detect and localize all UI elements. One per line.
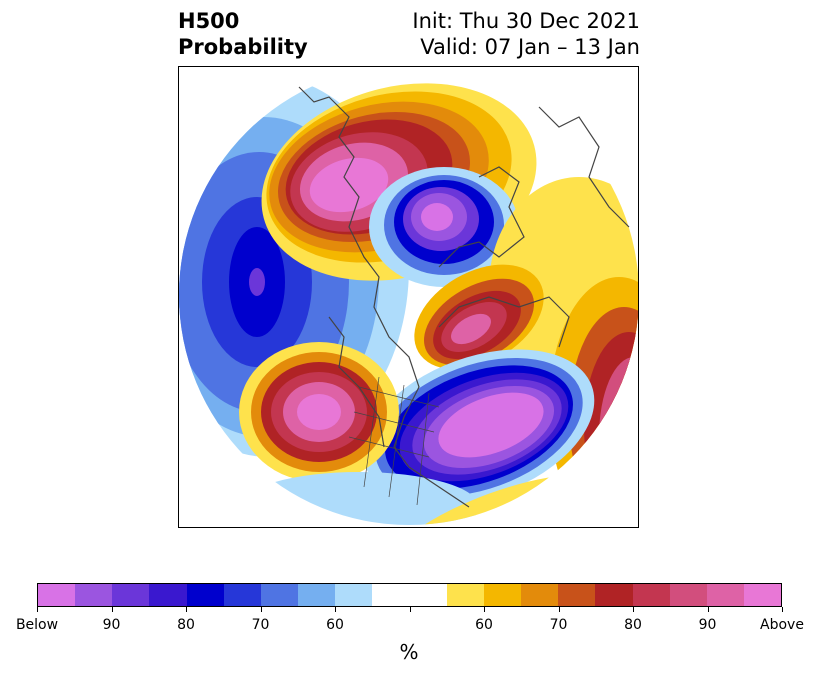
colorbar-segment <box>706 584 744 606</box>
colorbar-tick-label: 90 <box>698 617 717 633</box>
map-dates: Init: Thu 30 Dec 2021 Valid: 07 Jan – 13… <box>412 8 640 60</box>
colorbar-segment <box>595 584 633 606</box>
variable-label: H500 <box>178 9 240 33</box>
colorbar-segment <box>372 584 410 606</box>
colorbar-tick <box>633 607 634 612</box>
colorbar-tick <box>707 607 709 612</box>
init-date: Init: Thu 30 Dec 2021 <box>412 9 640 33</box>
product-label: Probability <box>178 35 308 59</box>
colorbar-segment <box>669 584 707 606</box>
colorbar-segment <box>149 584 187 606</box>
colorbar-units: % <box>399 640 419 664</box>
colorbar-tick <box>111 607 113 612</box>
colorbar-segment <box>446 584 484 606</box>
colorbar-tick-label: 60 <box>326 617 344 633</box>
colorbar-segment <box>112 584 150 606</box>
arctic-negative-anomaly <box>369 167 519 287</box>
colorbar-segment <box>743 584 782 606</box>
colorbar-segment <box>298 584 336 606</box>
colorbar-tick <box>782 607 783 612</box>
colorbar-segment <box>558 584 596 606</box>
colorbar-tick <box>260 607 262 612</box>
us-state-grid <box>348 376 440 506</box>
colorbar-tick <box>37 607 38 612</box>
colorbar-tick-label: 80 <box>177 617 195 633</box>
coastlines <box>298 86 630 508</box>
colorbar-segment <box>186 584 224 606</box>
colorbar-tick-label: 70 <box>251 617 270 633</box>
polar-map-svg <box>179 67 638 525</box>
colorbar <box>37 583 782 607</box>
colorbar-tick-label: 70 <box>549 617 568 633</box>
colorbar-segment <box>260 584 299 606</box>
colorbar-segment <box>335 584 373 606</box>
probability-field <box>179 67 638 525</box>
colorbar-tick-label: 80 <box>624 617 642 633</box>
colorbar-tick-label: 90 <box>102 617 121 633</box>
probability-map <box>178 66 639 528</box>
colorbar-segment <box>75 584 113 606</box>
colorbar-segment <box>483 584 522 606</box>
colorbar-tick <box>335 607 336 612</box>
valid-range: Valid: 07 Jan – 13 Jan <box>420 35 640 59</box>
colorbar-segment <box>632 584 670 606</box>
colorbar-segment <box>223 584 261 606</box>
colorbar-tick <box>186 607 187 612</box>
colorbar-tick-label: 60 <box>475 617 493 633</box>
colorbar-tick <box>558 607 560 612</box>
colorbar-segment <box>409 584 447 606</box>
colorbar-segment <box>521 584 559 606</box>
colorbar-tick-label: Below <box>15 617 59 633</box>
map-title: H500 Probability <box>178 8 308 60</box>
west-positive-anomaly <box>239 342 399 482</box>
colorbar-tick-label: Above <box>760 617 804 633</box>
colorbar-tick <box>409 607 411 612</box>
colorbar-tick <box>484 607 485 612</box>
colorbar-segment <box>38 584 76 606</box>
